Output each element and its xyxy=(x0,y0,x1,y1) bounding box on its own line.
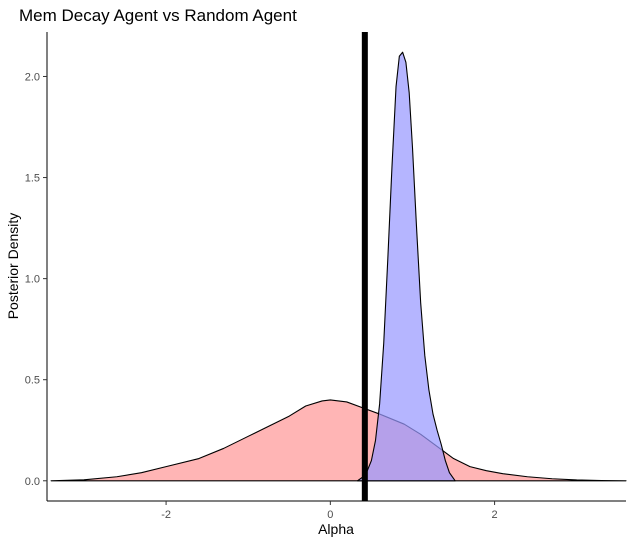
y-axis-label: Posterior Density xyxy=(5,213,21,320)
x-tick-label: 2 xyxy=(492,509,498,521)
x-tick-label: 0 xyxy=(327,509,333,521)
plot-area xyxy=(50,32,627,501)
y-tick-label: 0.0 xyxy=(25,476,40,488)
chart-title: Mem Decay Agent vs Random Agent xyxy=(19,6,297,25)
axis-ticks: -2 0 2 0.0 0.5 1.0 1.5 2.0 xyxy=(25,71,498,521)
x-axis-label: Alpha xyxy=(318,521,354,537)
y-tick-label: 1.5 xyxy=(25,173,40,185)
x-tick-label: -2 xyxy=(161,509,171,521)
y-tick-label: 2.0 xyxy=(25,71,40,83)
y-tick-label: 0.5 xyxy=(25,375,40,387)
density-area-2 xyxy=(356,51,456,482)
y-tick-label: 1.0 xyxy=(25,274,40,286)
density-area-1 xyxy=(50,399,627,482)
